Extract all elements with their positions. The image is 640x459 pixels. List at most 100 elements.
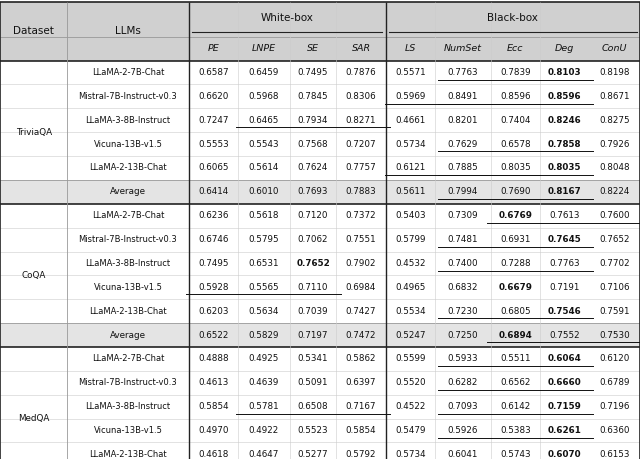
Text: 0.7250: 0.7250 [447,330,478,340]
Text: 0.6459: 0.6459 [248,68,279,77]
Bar [0,2,640,37]
Text: Deg: Deg [555,44,574,53]
Text: 0.8035: 0.8035 [500,163,531,173]
Text: 0.5799: 0.5799 [395,235,426,244]
Text: 0.8103: 0.8103 [548,68,581,77]
Text: 0.6805: 0.6805 [500,307,531,316]
Text: 0.7600: 0.7600 [599,211,630,220]
Text: 0.5523: 0.5523 [298,426,328,435]
Text: 0.7552: 0.7552 [549,330,580,340]
Text: 0.6587: 0.6587 [198,68,228,77]
Text: 0.6746: 0.6746 [198,235,228,244]
Text: 0.7400: 0.7400 [447,259,478,268]
Text: LLaMA-2-7B-Chat: LLaMA-2-7B-Chat [92,211,164,220]
Text: PE: PE [207,44,220,53]
Text: NumSet: NumSet [444,44,482,53]
Text: 0.5933: 0.5933 [447,354,478,364]
Text: Ecc: Ecc [507,44,524,53]
Text: 0.6984: 0.6984 [346,283,376,292]
Text: 0.7120: 0.7120 [298,211,328,220]
Text: 0.5743: 0.5743 [500,450,531,459]
Text: 0.8671: 0.8671 [599,92,630,101]
Text: Vicuna-13B-v1.5: Vicuna-13B-v1.5 [93,140,163,149]
Text: 0.6894: 0.6894 [499,330,532,340]
Text: Dataset: Dataset [13,27,54,36]
Text: 0.7885: 0.7885 [447,163,478,173]
Text: 0.5618: 0.5618 [248,211,279,220]
Text: 0.8035: 0.8035 [548,163,581,173]
Text: 0.7106: 0.7106 [599,283,630,292]
Text: 0.8596: 0.8596 [548,92,581,101]
Text: 0.7495: 0.7495 [298,68,328,77]
Text: 0.5571: 0.5571 [395,68,426,77]
Text: 0.7207: 0.7207 [346,140,376,149]
Text: 0.5862: 0.5862 [346,354,376,364]
Text: 0.7481: 0.7481 [447,235,478,244]
Text: Vicuna-13B-v1.5: Vicuna-13B-v1.5 [93,426,163,435]
Text: 0.7624: 0.7624 [298,163,328,173]
Bar [0,180,640,204]
Text: White-box: White-box [260,13,314,23]
Text: 0.8167: 0.8167 [548,187,581,196]
Text: 0.7495: 0.7495 [198,259,228,268]
Text: LLMs: LLMs [115,27,141,36]
Text: 0.6620: 0.6620 [198,92,228,101]
Text: Mistral-7B-Instruct-v0.3: Mistral-7B-Instruct-v0.3 [79,235,177,244]
Text: 0.5599: 0.5599 [395,354,426,364]
Text: 0.7196: 0.7196 [600,402,630,411]
Text: 0.6789: 0.6789 [599,378,630,387]
Text: 0.7652: 0.7652 [599,235,630,244]
Text: 0.7039: 0.7039 [298,307,328,316]
Text: 0.5543: 0.5543 [248,140,279,149]
Text: LLaMA-3-8B-Instruct: LLaMA-3-8B-Instruct [85,402,171,411]
Text: 0.7230: 0.7230 [447,307,478,316]
Text: LLaMA-2-7B-Chat: LLaMA-2-7B-Chat [92,68,164,77]
Text: TriviaQA: TriviaQA [15,128,52,137]
Text: 0.6282: 0.6282 [447,378,478,387]
Text: Average: Average [110,187,146,196]
Text: ConU: ConU [602,44,627,53]
Text: 0.7062: 0.7062 [298,235,328,244]
Text: 0.6522: 0.6522 [198,330,228,340]
Text: 0.5734: 0.5734 [395,140,426,149]
Text: 0.7858: 0.7858 [548,140,581,149]
Text: 0.5277: 0.5277 [298,450,328,459]
Bar [0,37,640,61]
Text: 0.5614: 0.5614 [248,163,279,173]
Text: 0.5969: 0.5969 [395,92,426,101]
Text: 0.6203: 0.6203 [198,307,228,316]
Text: 0.6065: 0.6065 [198,163,228,173]
Text: 0.6414: 0.6414 [198,187,228,196]
Text: 0.4888: 0.4888 [198,354,228,364]
Text: 0.6064: 0.6064 [548,354,581,364]
Text: 0.6010: 0.6010 [248,187,279,196]
Text: 0.7427: 0.7427 [346,307,376,316]
Text: LLaMA-3-8B-Instruct: LLaMA-3-8B-Instruct [85,116,171,125]
Text: 0.6832: 0.6832 [447,283,478,292]
Text: 0.7591: 0.7591 [599,307,630,316]
Text: 0.8198: 0.8198 [599,68,630,77]
Text: 0.5383: 0.5383 [500,426,531,435]
Text: 0.4613: 0.4613 [198,378,228,387]
Text: 0.5479: 0.5479 [395,426,426,435]
Text: 0.7372: 0.7372 [346,211,376,220]
Text: 0.6931: 0.6931 [500,235,531,244]
Text: 0.6578: 0.6578 [500,140,531,149]
Text: 0.7926: 0.7926 [600,140,630,149]
Text: 0.7763: 0.7763 [549,259,580,268]
Text: 0.5926: 0.5926 [447,426,478,435]
Text: 0.7551: 0.7551 [346,235,376,244]
Text: 0.4532: 0.4532 [395,259,426,268]
Text: 0.4925: 0.4925 [248,354,279,364]
Text: 0.8048: 0.8048 [599,163,630,173]
Text: 0.7693: 0.7693 [298,187,328,196]
Text: 0.8201: 0.8201 [447,116,478,125]
Text: 0.7845: 0.7845 [298,92,328,101]
Bar [0,323,640,347]
Text: 0.7167: 0.7167 [346,402,376,411]
Text: 0.8275: 0.8275 [599,116,630,125]
Text: 0.7613: 0.7613 [549,211,580,220]
Text: 0.7645: 0.7645 [548,235,581,244]
Text: 0.5928: 0.5928 [198,283,228,292]
Text: 0.7763: 0.7763 [447,68,478,77]
